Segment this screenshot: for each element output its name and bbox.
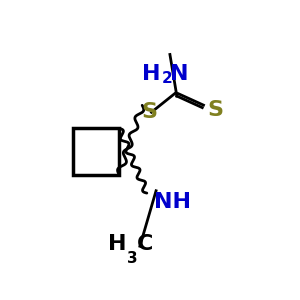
Text: C: C [136,234,153,254]
Text: H: H [107,234,126,254]
Text: H: H [142,64,161,84]
Text: 3: 3 [127,251,138,266]
Text: 2: 2 [162,70,172,86]
Text: NH: NH [154,192,191,212]
Text: S: S [207,100,223,120]
Text: S: S [141,102,157,122]
Text: N: N [170,64,188,84]
